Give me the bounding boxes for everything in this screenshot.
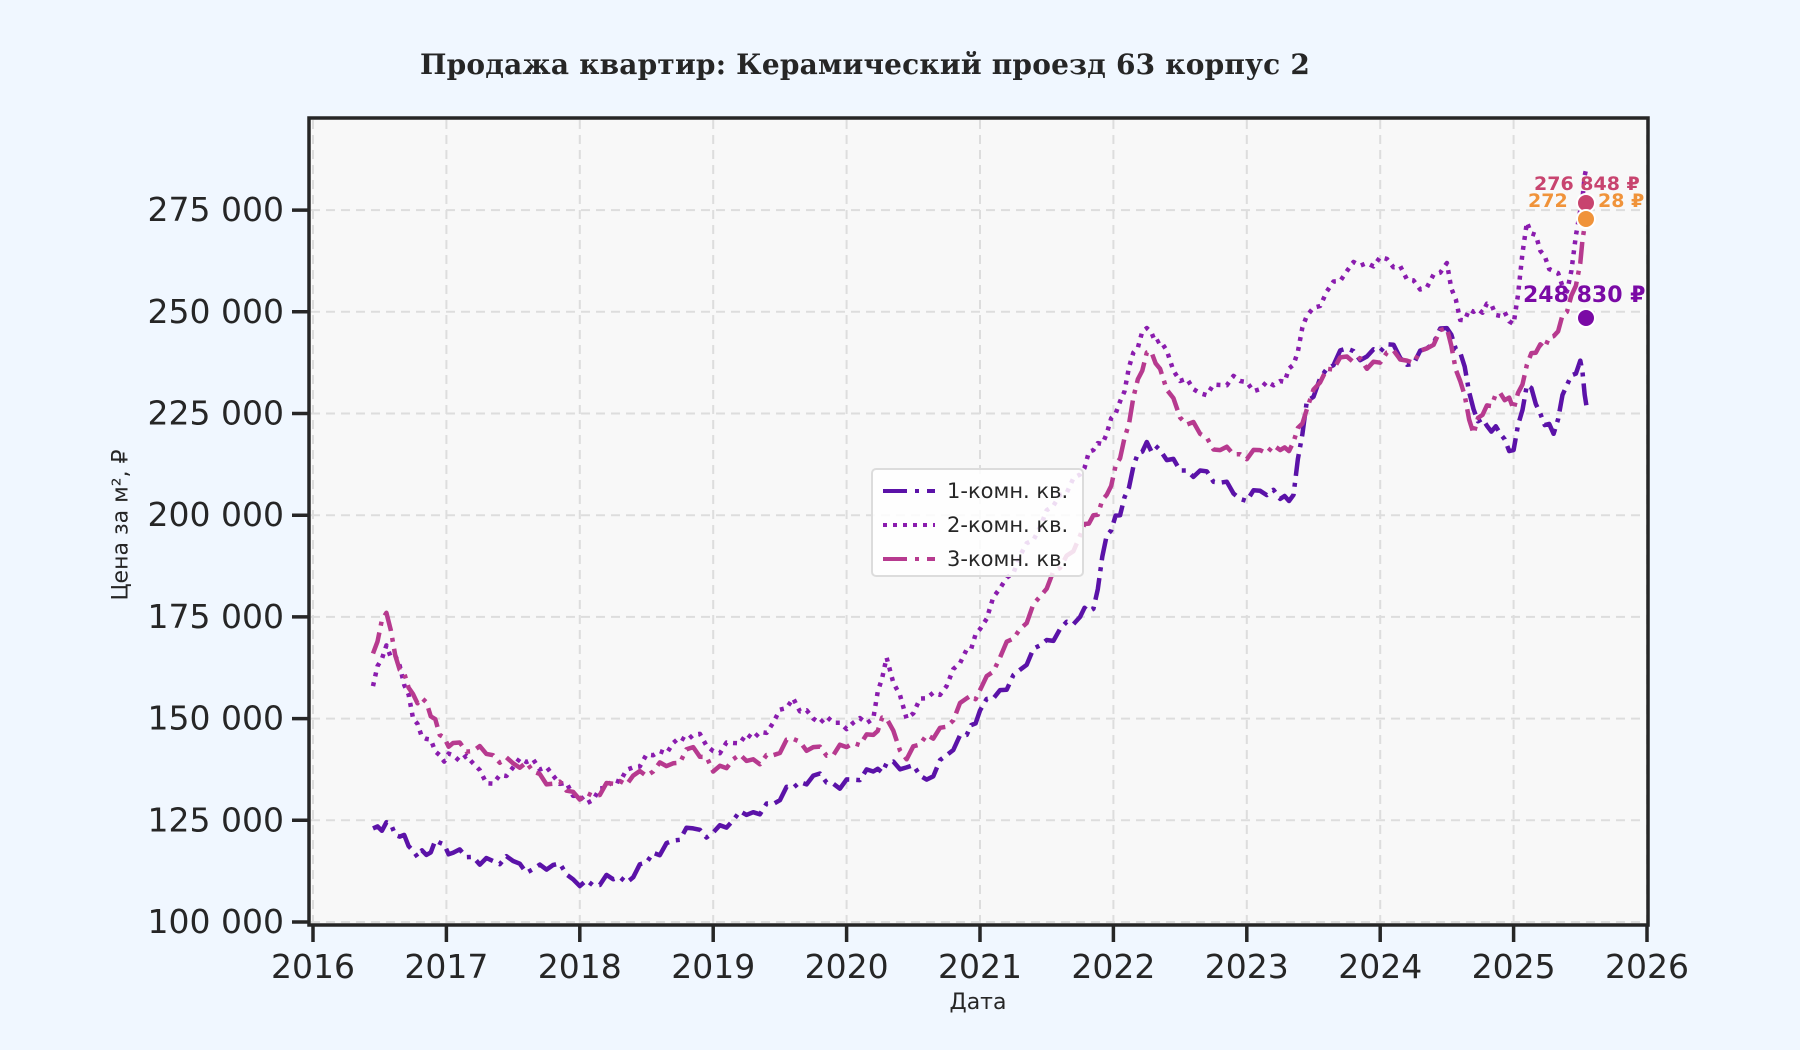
y-tick-label: 225 000	[148, 394, 284, 433]
x-tick-label: 2016	[271, 947, 355, 986]
legend-swatch-dashdot-icon	[883, 557, 935, 561]
endpoint-marker	[1576, 209, 1596, 229]
y-tick-label: 100 000	[148, 902, 284, 941]
x-tick-label: 2021	[938, 947, 1022, 986]
x-tick-label: 2020	[805, 947, 889, 986]
legend-label: 2-комн. кв.	[947, 513, 1069, 537]
annotation-3-room-price: 276 848 ₽	[1534, 173, 1640, 195]
y-tick-label: 175 000	[148, 597, 284, 636]
x-tick-label: 2023	[1205, 947, 1289, 986]
legend-swatch-dashdot-icon	[883, 489, 935, 493]
series-line-3-room	[370, 202, 1590, 802]
x-tick-label: 2022	[1071, 947, 1155, 986]
series-line-1-room	[372, 325, 1590, 889]
x-tick-label: 2024	[1338, 947, 1422, 986]
data-series	[370, 164, 1590, 889]
y-axis-label: Цена за м², ₽	[108, 449, 134, 601]
value-annotations: 276 848 ₽272 28 ₽ 248 830 ₽	[1523, 173, 1645, 308]
chart-title: Продажа квартир: Керамический проезд 63 …	[419, 48, 1311, 81]
legend-swatch-dotted-icon	[883, 523, 935, 527]
y-tick-label: 125 000	[148, 800, 284, 839]
legend-item-3-room: 3-комн. кв.	[873, 542, 1068, 576]
x-tick-label: 2018	[538, 947, 622, 986]
axis-ticks: 2016 2017 2018 2019 2020 2021 2022 2023 2024 2025…	[148, 190, 1689, 986]
x-tick-label: 2019	[671, 947, 755, 986]
y-tick-label: 200 000	[148, 495, 284, 534]
legend-item-2-room: 2-комн. кв.	[873, 508, 1068, 542]
endpoint-markers	[1576, 193, 1596, 328]
x-tick-label: 2026	[1605, 947, 1689, 986]
legend-item-1-room: 1-комн. кв.	[873, 474, 1068, 508]
annotation-1-room-price: 248 830 ₽	[1523, 283, 1645, 308]
endpoint-marker	[1576, 308, 1596, 328]
y-tick-label: 150 000	[148, 699, 284, 738]
annotation-secondary-price-suffix: 28 ₽	[1598, 190, 1644, 212]
y-tick-label: 250 000	[148, 292, 284, 331]
annotation-secondary-price: 272	[1528, 190, 1568, 212]
y-tick-label: 275 000	[148, 190, 284, 229]
x-axis-label: Дата	[949, 990, 1007, 1015]
legend-label: 3-комн. кв.	[947, 547, 1069, 571]
x-tick-label: 2017	[404, 947, 488, 986]
chart-legend: 1-комн. кв. 2-комн. кв. 3-комн. кв.	[871, 468, 1084, 577]
legend-label: 1-комн. кв.	[947, 479, 1069, 503]
x-tick-label: 2025	[1472, 947, 1556, 986]
